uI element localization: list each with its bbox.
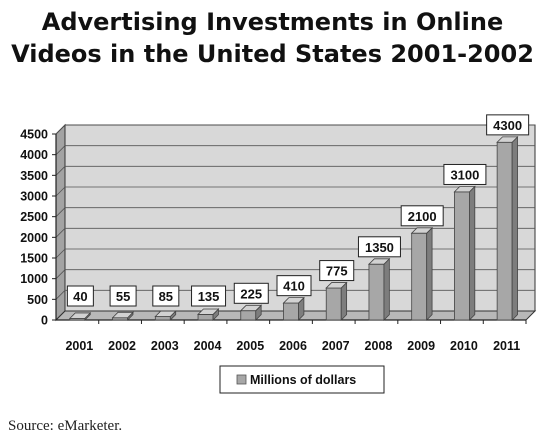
bar-top bbox=[453, 186, 476, 193]
bar-top bbox=[496, 136, 519, 143]
bar-top bbox=[410, 227, 434, 234]
bar-top bbox=[111, 311, 134, 319]
data-label: 85 bbox=[159, 289, 173, 304]
data-label-box bbox=[152, 285, 180, 307]
y-tick-label: 2500 bbox=[20, 210, 48, 224]
bar-side bbox=[511, 135, 518, 321]
legend-label: Millions of dollars bbox=[250, 373, 356, 387]
data-label-box bbox=[109, 285, 137, 307]
data-label: 135 bbox=[198, 289, 220, 304]
y-tick-label: 3000 bbox=[20, 190, 48, 204]
chart-title-line-2: Videos in the United States 2001-2002 bbox=[11, 40, 534, 68]
bar bbox=[454, 191, 470, 321]
bar bbox=[240, 310, 257, 321]
legend-box bbox=[219, 365, 385, 394]
data-label: 40 bbox=[73, 289, 87, 304]
x-tick-label: 2007 bbox=[322, 339, 350, 353]
bar-side bbox=[340, 281, 348, 321]
data-label: 55 bbox=[116, 289, 130, 304]
bar-top bbox=[239, 304, 263, 312]
data-label-box bbox=[486, 114, 530, 136]
x-tick-label: 2010 bbox=[450, 339, 478, 353]
data-label-box bbox=[276, 275, 312, 297]
y-tick-label: 3500 bbox=[20, 169, 48, 183]
data-label: 225 bbox=[240, 286, 262, 301]
gridline-side bbox=[55, 290, 66, 300]
gridline-side bbox=[55, 145, 66, 155]
legend-swatch bbox=[236, 374, 247, 385]
data-label: 3100 bbox=[450, 167, 479, 182]
y-tick-label: 1000 bbox=[20, 272, 48, 286]
bar bbox=[197, 314, 214, 321]
data-label-box bbox=[400, 205, 444, 227]
data-label-box bbox=[191, 285, 227, 307]
x-tick-label: 2002 bbox=[108, 339, 136, 353]
y-tick-label: 1500 bbox=[20, 252, 48, 266]
gridline-side bbox=[55, 166, 66, 176]
bar bbox=[368, 263, 385, 321]
gridline-side bbox=[55, 248, 66, 259]
bar-side bbox=[383, 257, 390, 321]
bar-top bbox=[197, 308, 220, 315]
x-tick-label: 2004 bbox=[194, 339, 222, 353]
gridline-side bbox=[55, 228, 66, 238]
plot-side-wall bbox=[55, 123, 66, 322]
chart-title: Advertising Investments in Online Videos… bbox=[0, 6, 545, 70]
bar bbox=[496, 141, 513, 321]
data-label: 4300 bbox=[493, 118, 522, 133]
bar-top bbox=[68, 312, 92, 319]
data-label-box bbox=[66, 285, 94, 307]
bar-chart: 0 500 1000 1500 2000 2500 3000 3500 4000 4500 40 5… bbox=[20, 114, 537, 394]
y-tick-label: 500 bbox=[27, 293, 48, 307]
x-tick-label: 2006 bbox=[279, 339, 307, 353]
bar-top bbox=[325, 282, 348, 289]
gridline-side bbox=[55, 124, 66, 135]
gridline-side bbox=[55, 186, 66, 197]
bar-side bbox=[426, 226, 433, 321]
data-label-box bbox=[443, 163, 487, 185]
gridline-side bbox=[55, 207, 66, 217]
data-label: 1350 bbox=[365, 240, 394, 255]
bar bbox=[283, 302, 299, 321]
data-label: 775 bbox=[326, 264, 348, 279]
data-label: 2100 bbox=[408, 209, 437, 224]
data-labels: 40 55 85 135 225 410 775 1350 2100 3100 4300 bbox=[66, 114, 530, 307]
bar bbox=[154, 316, 171, 321]
bar bbox=[411, 232, 428, 321]
x-tick-label: 2009 bbox=[407, 339, 435, 353]
y-axis: 0 500 1000 1500 2000 2500 3000 3500 4000 4500 bbox=[20, 128, 526, 328]
bar-side bbox=[469, 185, 476, 321]
x-tick-label: 2003 bbox=[151, 339, 179, 353]
y-tick-label: 4500 bbox=[20, 128, 48, 142]
bar-top bbox=[282, 297, 305, 304]
legend: Millions of dollars bbox=[219, 365, 385, 394]
source-note: Source: eMarketer. bbox=[8, 418, 123, 434]
x-axis: 2001 2002 2003 2004 2005 2006 2007 2008 2009 2010… bbox=[65, 320, 527, 353]
data-label-box bbox=[357, 236, 401, 258]
bars bbox=[68, 135, 519, 321]
x-tick-label: 2005 bbox=[236, 339, 264, 353]
data-label: 410 bbox=[283, 279, 305, 294]
x-tick-label: 2008 bbox=[365, 339, 393, 353]
bar-top bbox=[367, 258, 391, 265]
chart-title-line-1: Advertising Investments in Online bbox=[41, 8, 504, 36]
x-tick-label: 2001 bbox=[65, 339, 93, 353]
y-tick-label: 2000 bbox=[20, 231, 48, 245]
x-tick-label: 2011 bbox=[493, 339, 520, 353]
bar-top bbox=[154, 310, 177, 317]
bar bbox=[325, 287, 342, 321]
data-label-box bbox=[319, 260, 355, 282]
y-tick-label: 0 bbox=[41, 314, 48, 328]
data-label-box bbox=[233, 282, 269, 304]
y-tick-label: 4000 bbox=[20, 148, 48, 162]
gridline-side bbox=[55, 269, 66, 279]
